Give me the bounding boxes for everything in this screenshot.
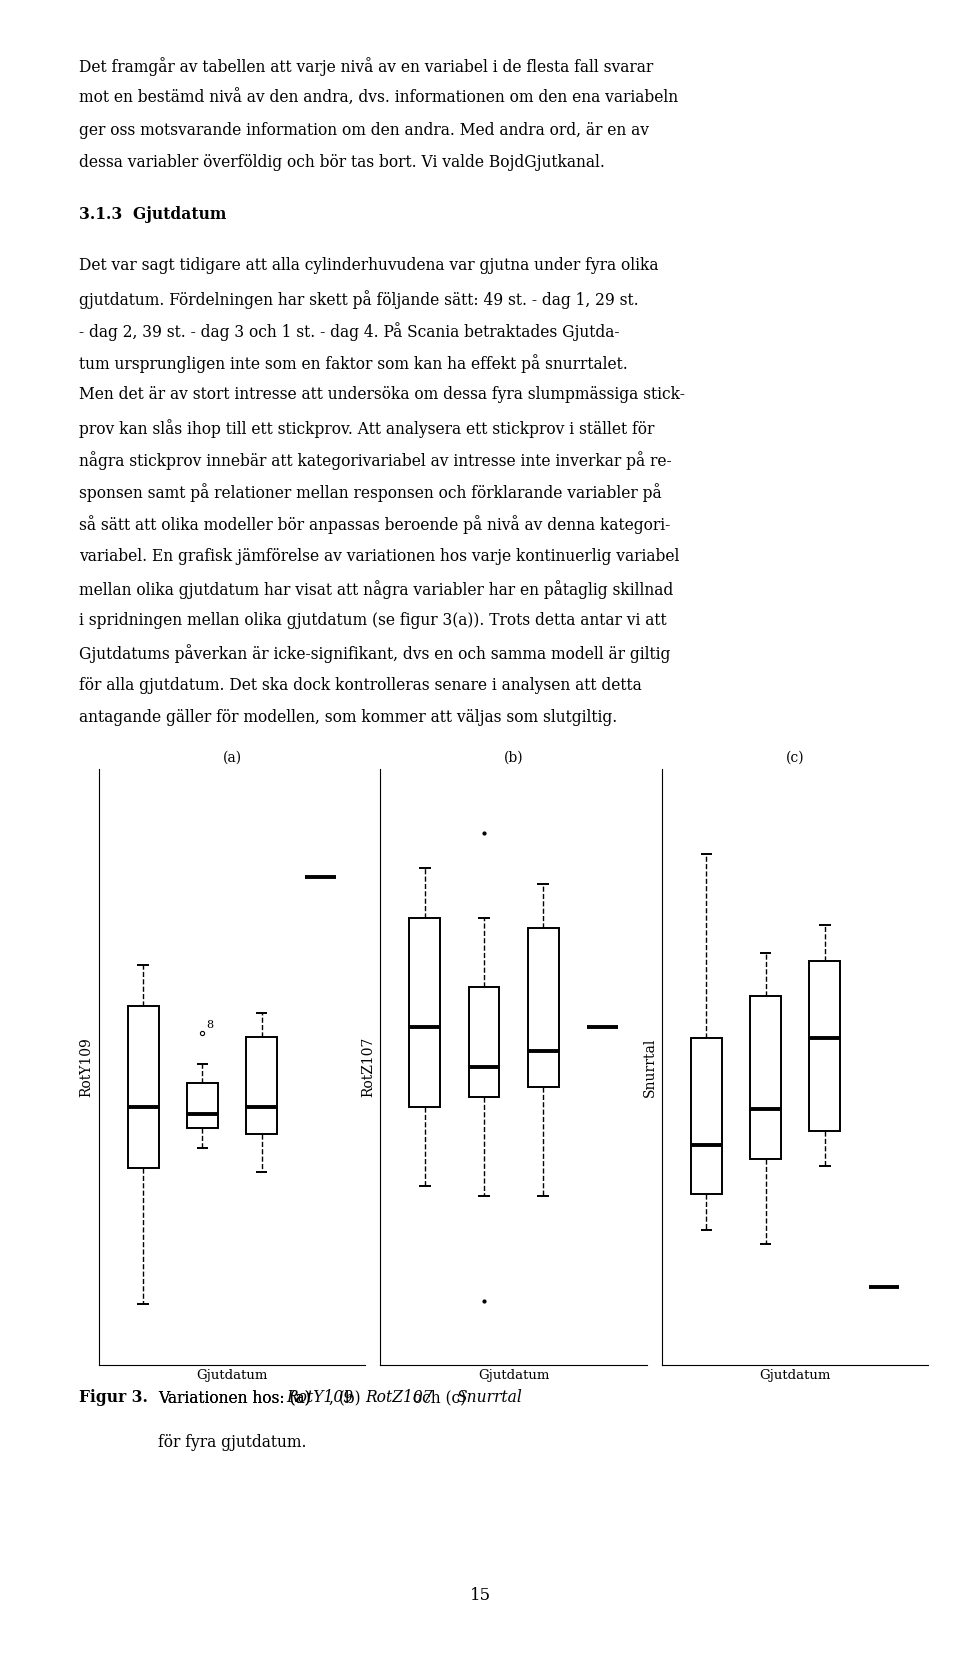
X-axis label: Gjutdatum: Gjutdatum xyxy=(196,1370,268,1381)
Bar xyxy=(410,918,441,1107)
Title: (b): (b) xyxy=(504,751,523,766)
Text: 8: 8 xyxy=(206,1021,213,1030)
Text: ger oss motsvarande information om den andra. Med andra ord, är en av: ger oss motsvarande information om den a… xyxy=(79,122,649,139)
Text: och (c): och (c) xyxy=(408,1389,466,1406)
Text: 15: 15 xyxy=(469,1588,491,1604)
Bar xyxy=(809,961,840,1131)
X-axis label: Gjutdatum: Gjutdatum xyxy=(478,1370,549,1381)
Text: så sätt att olika modeller bör anpassas beroende på nivå av denna kategori-: så sätt att olika modeller bör anpassas … xyxy=(79,516,670,534)
Text: Snurrtal: Snurrtal xyxy=(456,1389,522,1406)
Text: Gjutdatums påverkan är icke-signifikant, dvs en och samma modell är giltig: Gjutdatums påverkan är icke-signifikant,… xyxy=(79,645,670,663)
Bar xyxy=(691,1039,722,1194)
Text: för fyra gjutdatum.: för fyra gjutdatum. xyxy=(158,1434,307,1451)
Text: , (b): , (b) xyxy=(328,1389,364,1406)
Text: sponsen samt på relationer mellan responsen och förklarande variabler på: sponsen samt på relationer mellan respon… xyxy=(79,483,661,503)
Text: i spridningen mellan olika gjutdatum (se figur 3(a)). Trots detta antar vi att: i spridningen mellan olika gjutdatum (se… xyxy=(79,612,666,629)
Text: mot en bestämd nivå av den andra, dvs. informationen om den ena variabeln: mot en bestämd nivå av den andra, dvs. i… xyxy=(79,89,678,108)
Text: 3.1.3  Gjutdatum: 3.1.3 Gjutdatum xyxy=(79,205,227,223)
Text: Det framgår av tabellen att varje nivå av en variabel i de flesta fall svarar: Det framgår av tabellen att varje nivå a… xyxy=(79,58,653,76)
Text: mellan olika gjutdatum har visat att några variabler har en påtaglig skillnad: mellan olika gjutdatum har visat att någ… xyxy=(79,581,673,599)
Text: - dag 2, 39 st. - dag 3 och 1 st. - dag 4. På Scania betraktades Gjutda-: - dag 2, 39 st. - dag 3 och 1 st. - dag … xyxy=(79,323,619,341)
Text: Det var sagt tidigare att alla cylinderhuvudena var gjutna under fyra olika: Det var sagt tidigare att alla cylinderh… xyxy=(79,258,659,275)
Bar xyxy=(128,1006,158,1168)
Text: Figur 3.: Figur 3. xyxy=(79,1389,148,1406)
Title: (c): (c) xyxy=(786,751,804,766)
Bar xyxy=(187,1083,218,1128)
Bar xyxy=(750,996,781,1159)
Text: RotZ107: RotZ107 xyxy=(365,1389,433,1406)
Bar xyxy=(468,987,499,1097)
Y-axis label: RotY109: RotY109 xyxy=(80,1037,93,1097)
Text: Men det är av stort intresse att undersöka om dessa fyra slumpmässiga stick-: Men det är av stort intresse att undersö… xyxy=(79,387,684,404)
Text: prov kan slås ihop till ett stickprov. Att analysera ett stickprov i stället för: prov kan slås ihop till ett stickprov. A… xyxy=(79,418,654,438)
Text: för alla gjutdatum. Det ska dock kontrolleras senare i analysen att detta: för alla gjutdatum. Det ska dock kontrol… xyxy=(79,676,641,693)
Text: några stickprov innebär att kategorivariabel av intresse inte inverkar på re-: några stickprov innebär att kategorivari… xyxy=(79,452,671,470)
Text: RotY109: RotY109 xyxy=(286,1389,353,1406)
Text: Variationen hos: (a): Variationen hos: (a) xyxy=(158,1389,314,1406)
X-axis label: Gjutdatum: Gjutdatum xyxy=(759,1370,831,1381)
Title: (a): (a) xyxy=(223,751,242,766)
Text: Variationen hos: (a): Variationen hos: (a) xyxy=(158,1389,314,1406)
Text: antagande gäller för modellen, som kommer att väljas som slutgiltig.: antagande gäller för modellen, som komme… xyxy=(79,710,617,726)
Y-axis label: RotZ107: RotZ107 xyxy=(361,1037,375,1097)
Text: dessa variabler överföldig och bör tas bort. Vi valde BojdGjutkanal.: dessa variabler överföldig och bör tas b… xyxy=(79,154,605,172)
Text: gjutdatum. Fördelningen har skett på följande sätt: 49 st. - dag 1, 29 st.: gjutdatum. Fördelningen har skett på föl… xyxy=(79,289,638,309)
Text: variabel. En grafisk jämförelse av variationen hos varje kontinuerlig variabel: variabel. En grafisk jämförelse av varia… xyxy=(79,547,679,564)
Bar xyxy=(528,928,559,1087)
Text: tum ursprungligen inte som en faktor som kan ha effekt på snurrtalet.: tum ursprungligen inte som en faktor som… xyxy=(79,354,628,374)
Y-axis label: Snurrtal: Snurrtal xyxy=(642,1037,657,1097)
Bar xyxy=(246,1037,277,1135)
